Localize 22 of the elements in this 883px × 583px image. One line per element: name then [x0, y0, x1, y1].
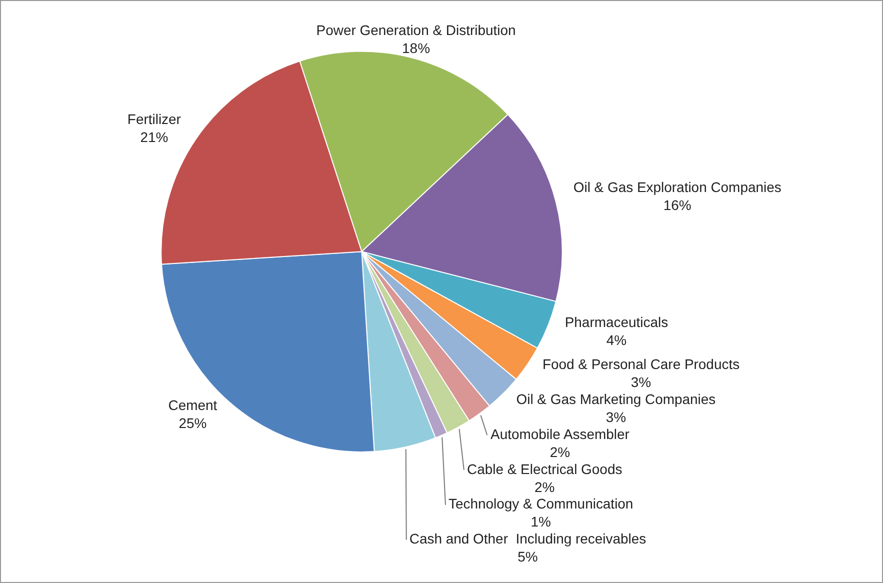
data-label: 3% — [630, 374, 652, 390]
slice-label: Technology & Communication — [448, 496, 634, 512]
slice-label: Pharmaceuticals — [564, 314, 668, 330]
data-label: 3% — [606, 409, 626, 426]
slice-label: Cable & Electrical Goods — [466, 460, 622, 477]
data-label: 2% — [534, 478, 555, 495]
slice-label: Oil & Gas Exploration Companies — [573, 179, 782, 196]
data-label: 5% — [518, 548, 538, 565]
slice-label: Food & Personal Care Products — [542, 356, 740, 372]
data-label: 4% — [606, 332, 627, 348]
data-label: 2% — [550, 444, 570, 460]
data-label: 21% — [140, 128, 168, 145]
slice-label: Automobile Assembler — [490, 426, 630, 442]
slice-label: Fertilizer — [127, 110, 182, 127]
slice-label: Cash and Other Including receivables — [409, 530, 646, 547]
slice-label: Oil & Gas Marketing Companies — [516, 391, 716, 408]
data-label: 25% — [178, 415, 207, 432]
data-label: 18% — [402, 40, 430, 56]
data-label: 16% — [663, 197, 692, 214]
slice-label: Cement — [168, 397, 218, 414]
data-label: 1% — [530, 514, 551, 530]
slice-label: Power Generation & Distribution — [316, 22, 516, 38]
